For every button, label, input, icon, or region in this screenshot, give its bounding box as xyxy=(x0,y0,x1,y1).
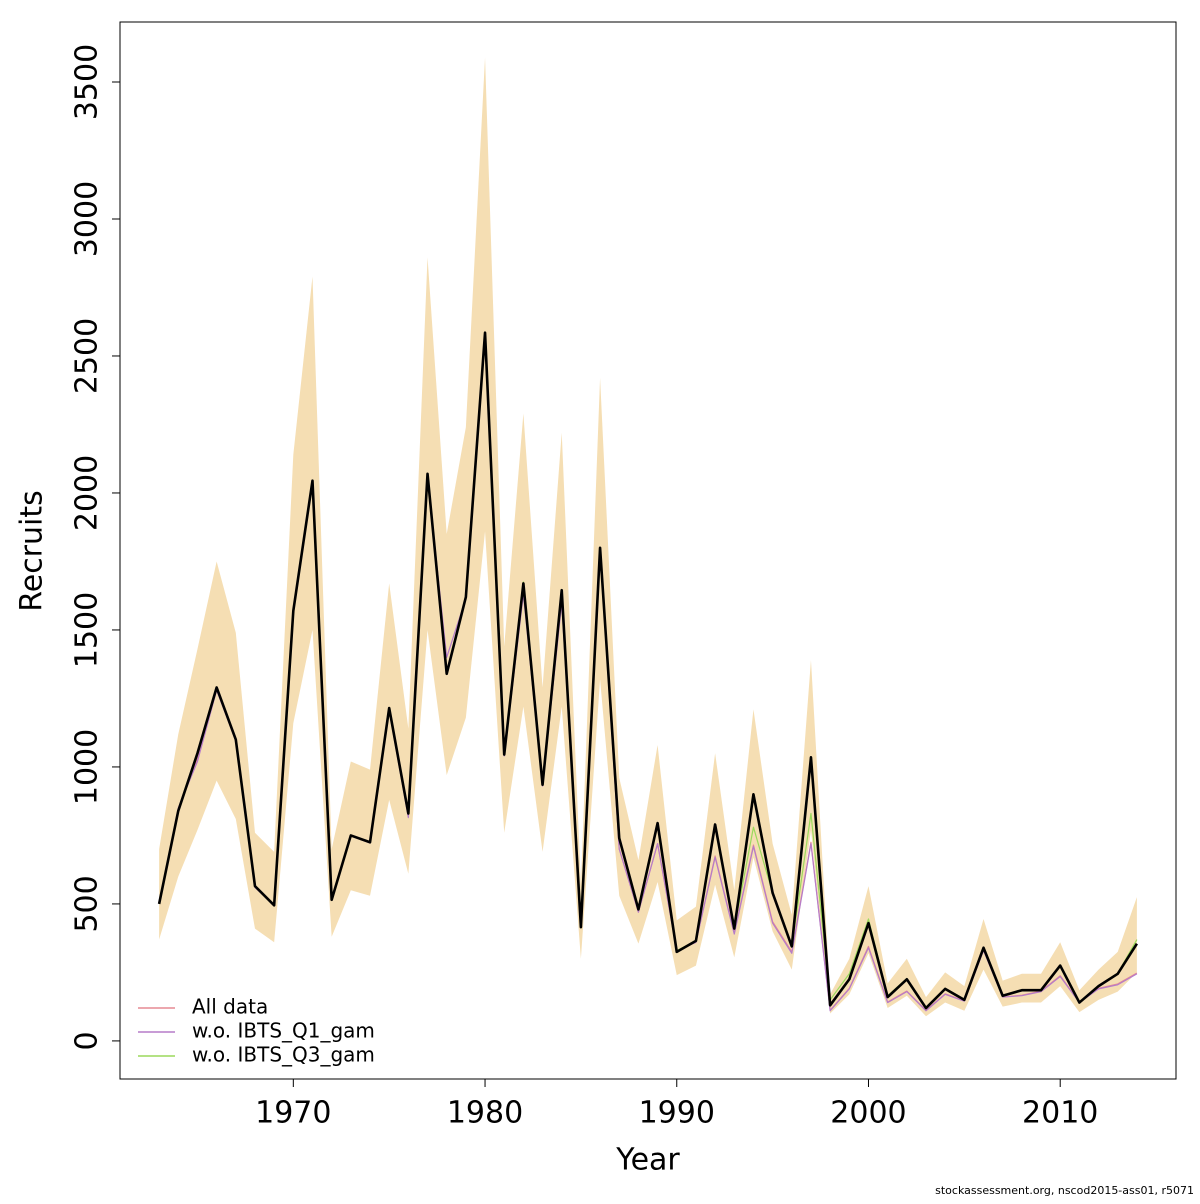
y-tick-label: 1000 xyxy=(70,729,105,805)
plot-frame xyxy=(119,21,1177,1080)
footer: stockassessment.org, nscod2015-ass01, r5… xyxy=(935,1184,1194,1197)
y-tick-label: 3000 xyxy=(70,181,105,257)
x-tick-label: 1970 xyxy=(255,1096,331,1131)
x-axis-label: Year xyxy=(615,1143,680,1178)
series-line xyxy=(157,331,1138,1010)
legend-label: w.o. IBTS_Q1_gam xyxy=(192,1019,375,1043)
y-tick-label: 1500 xyxy=(70,592,105,668)
x-tick-label: 1990 xyxy=(639,1096,715,1131)
y-tick-label: 2000 xyxy=(70,455,105,531)
legend-label: All data xyxy=(192,995,268,1019)
x-tick-label: 2010 xyxy=(1022,1096,1098,1131)
y-tick-label: 3500 xyxy=(70,44,105,120)
y-tick-label: 500 xyxy=(70,875,105,932)
y-axis-label: Recruits xyxy=(15,490,50,612)
y-tick-label: 0 xyxy=(70,1031,105,1050)
confidence-band xyxy=(159,57,1137,1017)
x-tick-label: 2000 xyxy=(830,1096,906,1131)
y-tick-label: 2500 xyxy=(70,318,105,394)
x-tick-label: 1980 xyxy=(447,1096,523,1131)
legend-label: w.o. IBTS_Q3_gam xyxy=(192,1043,375,1067)
